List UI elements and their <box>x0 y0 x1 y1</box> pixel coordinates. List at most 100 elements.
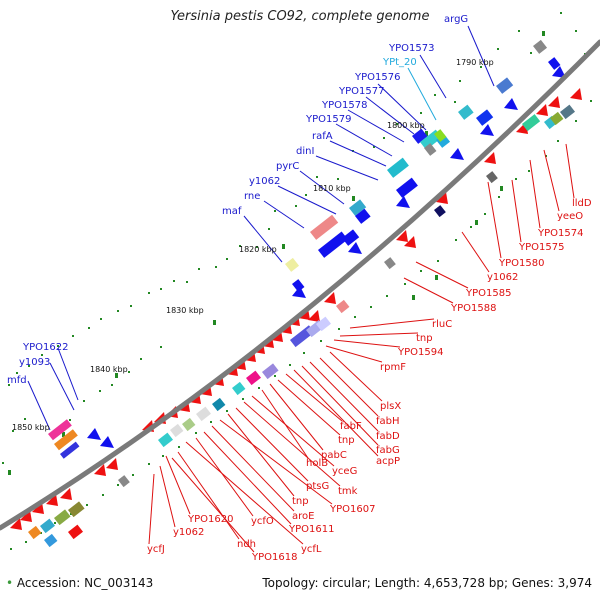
reverse-gene-leader <box>235 407 309 482</box>
scale-tick <box>437 260 439 262</box>
reverse-gene-label: tnp <box>416 333 433 344</box>
reverse-gene-leader <box>203 431 292 525</box>
reverse-gene-leader <box>185 441 304 545</box>
reverse-gene-label: fabG <box>376 445 400 456</box>
scale-tick <box>239 245 241 247</box>
scale-tick <box>198 268 200 270</box>
forward-gene-label: argG <box>444 14 468 25</box>
forward-gene-arrow <box>552 66 566 78</box>
scale-tick <box>497 48 499 50</box>
reverse-gene-label: plsX <box>380 401 401 412</box>
scale-tick <box>434 94 436 96</box>
reverse-gene-feature <box>522 114 541 132</box>
scale-tick <box>515 178 517 180</box>
major-tick <box>475 220 478 225</box>
major-tick <box>213 320 216 325</box>
label-line-layer <box>27 25 575 553</box>
scale-tick <box>195 432 197 434</box>
reverse-gene-label: tnp <box>292 496 309 507</box>
forward-gene-label: rafA <box>312 131 333 142</box>
reverse-gene-leader <box>285 373 343 422</box>
scale-tick <box>370 306 372 308</box>
scale-tick <box>420 112 422 114</box>
scale-tick <box>210 421 212 423</box>
reverse-gene-leader <box>415 261 469 289</box>
reverse-gene-leader <box>339 332 419 337</box>
reverse-gene-label: rluC <box>432 319 452 330</box>
scale-tick <box>373 146 375 148</box>
scale-tick <box>295 205 297 207</box>
scale-tick <box>316 176 318 178</box>
scale-label: 1840 kbp <box>90 365 128 374</box>
forward-gene-leader <box>277 185 337 215</box>
scale-tick <box>354 316 356 318</box>
scale-label: 1850 kbp <box>12 423 50 432</box>
forward-gene-label: rne <box>244 191 260 202</box>
reverse-gene-leader <box>177 451 240 540</box>
scale-tick <box>560 12 562 14</box>
reverse-gene-feature <box>434 205 446 218</box>
reverse-gene-arrow <box>308 310 320 322</box>
scale-tick <box>186 281 188 283</box>
scale-tick <box>420 270 422 272</box>
reverse-gene-leader <box>195 437 254 517</box>
scale-tick <box>24 418 26 420</box>
reverse-gene-label: YPO1585 <box>465 288 511 299</box>
scale-tick <box>148 463 150 465</box>
scale-tick <box>386 295 388 297</box>
forward-gene-leader <box>315 155 379 181</box>
reverse-gene-leader <box>301 365 379 446</box>
reverse-gene-feature <box>384 257 396 270</box>
scale-tick <box>173 280 175 282</box>
forward-gene-leader <box>377 83 427 131</box>
reverse-gene-leader <box>159 465 176 528</box>
reverse-gene-label: YPO1607 <box>329 504 375 515</box>
reverse-gene-leader <box>269 383 324 451</box>
scale-tick <box>148 292 150 294</box>
reverse-gene-leader <box>529 159 541 229</box>
forward-gene-feature <box>292 279 305 292</box>
feature-layer <box>10 39 582 548</box>
reverse-gene-feature <box>560 104 575 120</box>
major-tick <box>282 244 285 249</box>
scale-tick <box>215 266 217 268</box>
scale-tick <box>99 390 101 392</box>
reverse-gene-feature <box>549 111 564 126</box>
reverse-gene-feature <box>486 171 498 184</box>
reverse-gene-leader <box>243 401 341 487</box>
reverse-gene-label: ndh <box>237 539 256 550</box>
reverse-gene-label: YPO1580 <box>498 258 544 269</box>
scale-tick <box>162 455 164 457</box>
reverse-gene-label: fabD <box>376 431 400 442</box>
scale-tick <box>404 283 406 285</box>
scale-tick <box>337 178 339 180</box>
forward-gene-feature <box>349 199 367 216</box>
forward-gene-feature <box>496 77 514 94</box>
reverse-gene-leader <box>227 413 295 497</box>
scale-tick <box>117 310 119 312</box>
scale-tick <box>480 66 482 68</box>
reverse-gene-label: y1062 <box>173 527 204 538</box>
forward-gene-feature <box>59 441 80 459</box>
forward-gene-label: y1093 <box>19 357 50 368</box>
reverse-gene-arrow <box>10 518 22 530</box>
reverse-gene-label: pabC <box>321 450 347 461</box>
scale-label: 1810 kbp <box>313 184 351 193</box>
reverse-gene-feature <box>158 432 173 448</box>
scale-tick <box>57 345 59 347</box>
major-tick <box>352 196 355 201</box>
forward-gene-feature <box>424 143 437 156</box>
scale-tick <box>111 384 113 386</box>
forward-gene-feature <box>396 177 418 198</box>
scale-tick <box>320 340 322 342</box>
forward-gene-leader <box>27 380 51 431</box>
scale-tick <box>2 462 4 464</box>
forward-gene-feature <box>533 39 548 54</box>
forward-gene-leader <box>263 200 305 229</box>
reverse-gene-label: aroE <box>292 511 314 522</box>
reverse-gene-feature <box>316 316 331 332</box>
reverse-gene-arrow <box>396 230 408 242</box>
forward-gene-leader <box>299 170 345 205</box>
reverse-gene-arrow <box>548 96 560 108</box>
